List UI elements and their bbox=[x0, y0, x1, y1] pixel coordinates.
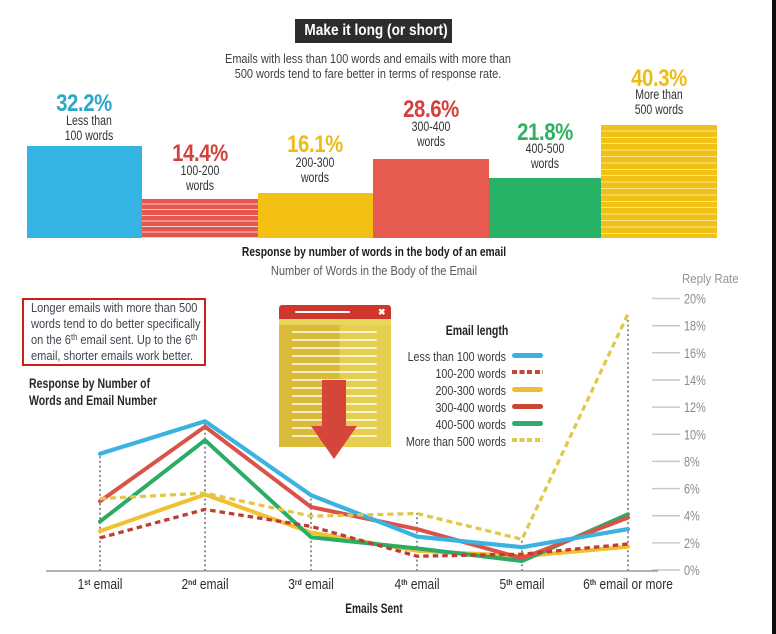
svg-text:4%: 4% bbox=[684, 508, 700, 524]
svg-text:20%: 20% bbox=[684, 291, 706, 307]
svg-text:8%: 8% bbox=[684, 454, 700, 470]
svg-text:2%: 2% bbox=[684, 536, 700, 552]
svg-text:6%: 6% bbox=[684, 481, 700, 497]
svg-text:16%: 16% bbox=[684, 346, 706, 362]
svg-text:18%: 18% bbox=[684, 318, 706, 334]
svg-text:14%: 14% bbox=[684, 373, 706, 389]
svg-text:12%: 12% bbox=[684, 400, 706, 416]
svg-text:10%: 10% bbox=[684, 427, 706, 443]
